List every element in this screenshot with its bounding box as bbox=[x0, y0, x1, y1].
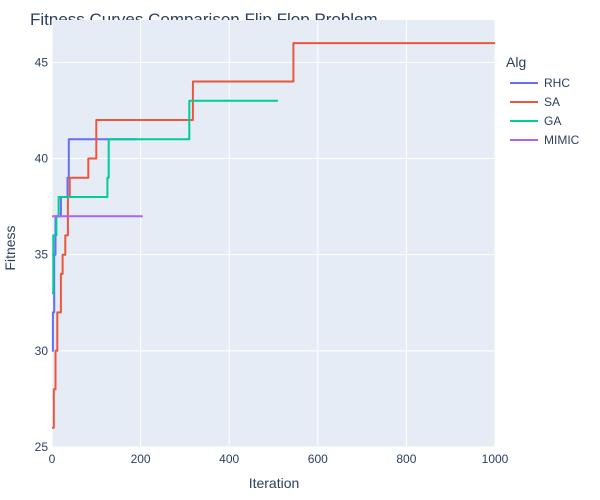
x-axis-title: Iteration bbox=[249, 475, 300, 491]
y-tick-label: 25 bbox=[35, 440, 49, 454]
legend-item-ga[interactable]: GA bbox=[510, 114, 561, 128]
x-tick-label: 400 bbox=[219, 452, 239, 466]
legend-item-mimic[interactable]: MIMIC bbox=[510, 133, 580, 147]
legend-item-rhc[interactable]: RHC bbox=[510, 76, 570, 90]
legend-label: RHC bbox=[544, 76, 570, 90]
legend: Alg RHC SA GA MIMIC bbox=[506, 54, 580, 147]
x-gridlines bbox=[51, 20, 496, 447]
legend-label: MIMIC bbox=[544, 133, 580, 147]
y-tick-label: 45 bbox=[35, 55, 49, 69]
x-tick-label: 800 bbox=[396, 452, 416, 466]
y-axis-title: Fitness bbox=[2, 225, 18, 270]
series-line-sa bbox=[52, 42, 495, 429]
x-tick-label: 1000 bbox=[482, 452, 509, 466]
y-tick-label: 35 bbox=[35, 248, 49, 262]
y-tick-labels: 25 30 35 40 45 bbox=[35, 55, 49, 454]
legend-label: SA bbox=[544, 95, 560, 109]
plot-area bbox=[52, 20, 495, 447]
legend-item-sa[interactable]: SA bbox=[510, 95, 560, 109]
x-tick-label: 0 bbox=[49, 452, 56, 466]
x-tick-label: 600 bbox=[308, 452, 328, 466]
y-tick-label: 40 bbox=[35, 151, 49, 165]
legend-title: Alg bbox=[506, 54, 526, 70]
y-gridlines bbox=[52, 61, 495, 448]
x-tick-label: 200 bbox=[131, 452, 151, 466]
legend-label: GA bbox=[544, 114, 561, 128]
series-lines bbox=[51, 42, 495, 429]
y-tick-label: 30 bbox=[35, 344, 49, 358]
series-line-ga bbox=[52, 99, 278, 295]
x-tick-labels: 0 200 400 600 800 1000 bbox=[49, 452, 509, 466]
